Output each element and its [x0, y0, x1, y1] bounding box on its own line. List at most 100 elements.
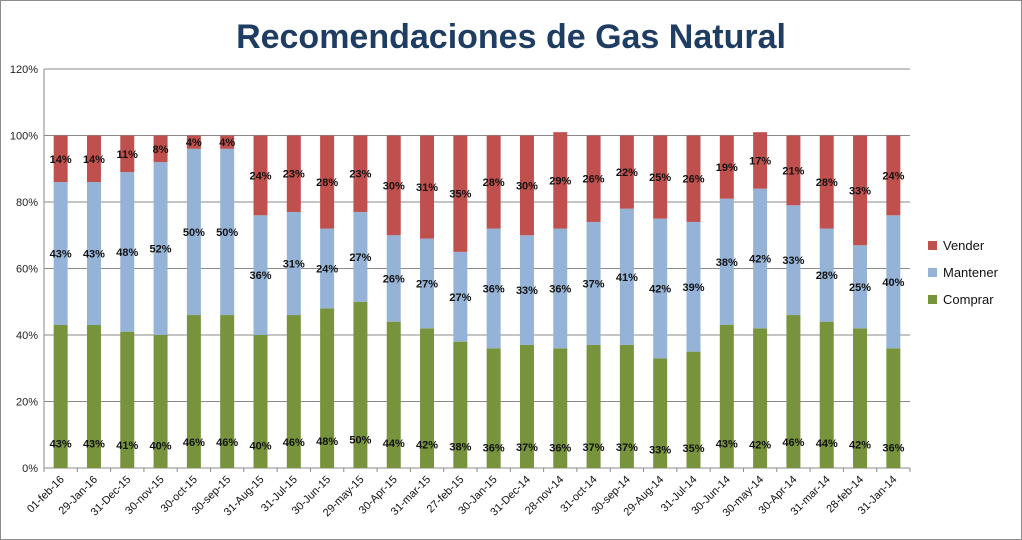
data-label-vender: 28%: [816, 177, 838, 189]
data-label-mantener: 33%: [516, 285, 538, 297]
data-label-vender: 24%: [882, 170, 904, 182]
bar-vender: [586, 135, 601, 222]
bar-comprar: [353, 301, 368, 468]
data-label-vender: 30%: [383, 180, 405, 192]
legend-label-vender: Vender: [943, 238, 985, 253]
bar-comprar: [853, 328, 868, 468]
bar-comprar: [719, 325, 734, 468]
bar-mantener: [619, 208, 634, 345]
data-label-comprar: 36%: [483, 443, 505, 455]
bar-vender: [519, 135, 534, 236]
bar-vender: [253, 135, 268, 216]
bar-mantener: [120, 172, 135, 332]
data-label-comprar: 46%: [183, 437, 205, 449]
bar-comprar: [86, 325, 101, 468]
bar-mantener: [819, 228, 834, 322]
bar-vender: [286, 135, 301, 212]
bar-vender: [220, 135, 235, 149]
bar-comprar: [786, 315, 801, 468]
data-label-vender: 4%: [186, 137, 202, 149]
bar-mantener: [553, 228, 568, 349]
data-label-comprar: 40%: [150, 440, 172, 452]
data-label-vender: 25%: [649, 172, 671, 184]
data-label-mantener: 31%: [283, 259, 305, 271]
bar-mantener: [653, 218, 668, 359]
data-label-mantener: 26%: [383, 273, 405, 285]
bar-mantener: [420, 238, 435, 329]
data-label-comprar: 36%: [549, 443, 571, 455]
bar-mantener: [353, 211, 368, 302]
legend-item-comprar: Comprar: [928, 286, 998, 313]
bar-comprar: [453, 341, 468, 468]
data-label-vender: 11%: [117, 149, 139, 161]
data-label-vender: 35%: [449, 189, 471, 201]
data-label-mantener: 40%: [882, 277, 904, 289]
bar-vender: [53, 135, 68, 183]
data-label-comprar: 42%: [416, 439, 438, 451]
bar-vender: [153, 135, 168, 163]
data-label-mantener: 24%: [316, 264, 338, 276]
bar-mantener: [853, 245, 868, 329]
data-label-comprar: 44%: [383, 438, 405, 450]
y-tick-label: 0%: [22, 463, 38, 475]
bar-comprar: [686, 351, 701, 468]
data-label-vender: 26%: [583, 174, 605, 186]
y-tick-label: 20%: [16, 397, 38, 409]
bar-mantener: [453, 251, 468, 342]
bar-comprar: [753, 328, 768, 468]
data-label-comprar: 46%: [216, 437, 238, 449]
bar-comprar: [619, 344, 634, 468]
data-label-mantener: 36%: [249, 270, 271, 282]
data-label-vender: 24%: [249, 170, 271, 182]
bar-mantener: [753, 188, 768, 329]
bar-mantener: [719, 198, 734, 326]
data-label-comprar: 48%: [316, 436, 338, 448]
bar-mantener: [253, 215, 268, 335]
y-tick-label: 40%: [16, 330, 38, 342]
data-label-vender: 33%: [849, 185, 871, 197]
bar-comprar: [519, 344, 534, 468]
bar-mantener: [786, 205, 801, 316]
data-label-comprar: 36%: [882, 443, 904, 455]
legend-item-mantener: Mantener: [928, 259, 998, 286]
bar-vender: [619, 135, 634, 209]
data-label-comprar: 43%: [83, 439, 105, 451]
legend-swatch-vender: [928, 241, 937, 250]
bar-mantener: [519, 235, 534, 345]
data-label-mantener: 50%: [183, 227, 205, 239]
bar-mantener: [86, 182, 101, 326]
data-label-mantener: 27%: [449, 292, 471, 304]
data-label-mantener: 43%: [83, 249, 105, 261]
data-label-mantener: 42%: [749, 254, 771, 266]
bar-comprar: [120, 331, 135, 468]
bar-mantener: [286, 211, 301, 316]
bar-comprar: [220, 315, 235, 468]
data-label-comprar: 43%: [716, 439, 738, 451]
legend-label-mantener: Mantener: [943, 265, 998, 280]
data-label-mantener: 27%: [416, 278, 438, 290]
legend-swatch-comprar: [928, 295, 937, 304]
data-label-mantener: 36%: [483, 283, 505, 295]
bar-comprar: [553, 348, 568, 468]
data-label-comprar: 37%: [616, 442, 638, 454]
data-label-vender: 28%: [316, 177, 338, 189]
data-label-comprar: 50%: [349, 435, 371, 447]
bar-mantener: [386, 235, 401, 322]
bar-comprar: [53, 325, 68, 468]
data-label-mantener: 42%: [649, 283, 671, 295]
bar-mantener: [320, 228, 335, 309]
bar-vender: [853, 135, 868, 246]
bar-comprar: [886, 348, 901, 468]
data-label-mantener: 41%: [616, 272, 638, 284]
data-label-mantener: 27%: [349, 252, 371, 264]
bar-vender: [886, 135, 901, 216]
bar-comprar: [420, 328, 435, 468]
bar-vender: [353, 135, 368, 212]
data-label-vender: 28%: [483, 177, 505, 189]
bar-vender: [420, 135, 435, 239]
bar-mantener: [153, 162, 168, 335]
y-tick-label: 120%: [10, 64, 38, 76]
bar-vender: [553, 132, 568, 229]
data-label-vender: 29%: [549, 175, 571, 187]
